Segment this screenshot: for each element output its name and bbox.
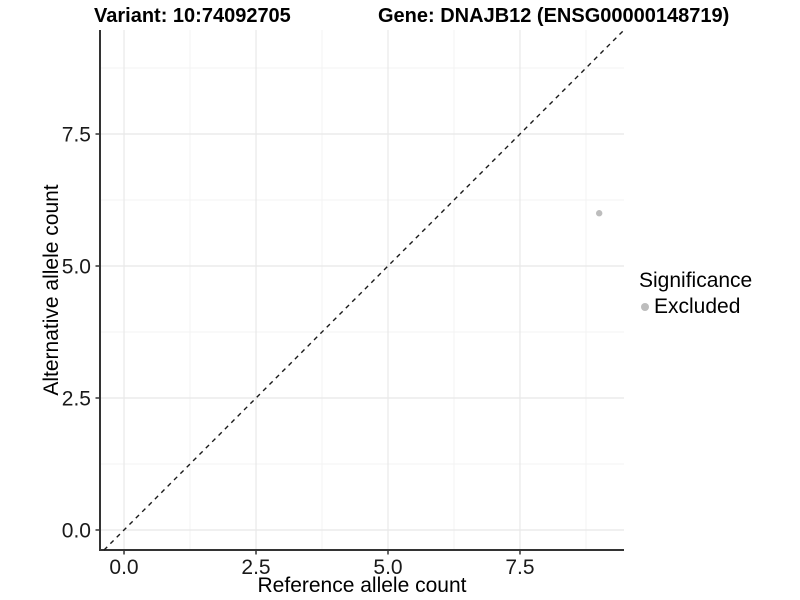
x-tick-label: 5.0 xyxy=(373,556,402,579)
data-point xyxy=(595,210,603,217)
legend-marker-circle-icon xyxy=(641,303,649,311)
x-tick-label: 0.0 xyxy=(109,556,138,579)
y-tick-label: 0.0 xyxy=(62,519,91,542)
legend-item-label: Excluded xyxy=(654,295,741,318)
legend-title: Significance xyxy=(639,269,753,292)
x-tick-label: 2.5 xyxy=(241,556,270,579)
x-tick-label: 7.5 xyxy=(505,556,534,579)
y-tick-label: 5.0 xyxy=(62,256,91,279)
y-axis-title: Alternative allele count xyxy=(40,184,63,396)
identity-reference-line xyxy=(103,29,625,551)
y-tick-label: 7.5 xyxy=(62,124,91,147)
plot-title-variant: Variant: 10:74092705 xyxy=(94,5,291,27)
y-tick-label: 2.5 xyxy=(62,387,91,410)
legend: Significance Excluded xyxy=(639,268,752,319)
x-axis-title: Reference allele count xyxy=(257,574,467,597)
legend-item-excluded: Excluded xyxy=(641,295,752,319)
plot-title-gene: Gene: DNAJB12 (ENSG00000148719) xyxy=(378,5,730,27)
